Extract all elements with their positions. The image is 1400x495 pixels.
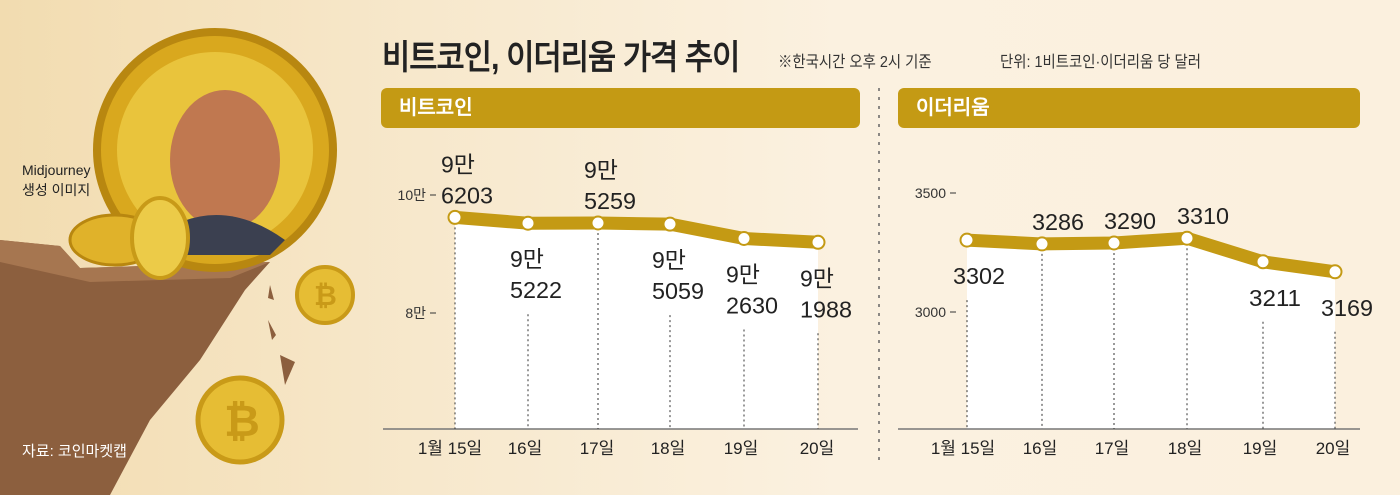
x-tick-label: 16일	[1023, 439, 1058, 458]
image-credit: Midjourney 생성 이미지	[22, 162, 91, 198]
cliff	[0, 240, 270, 495]
svg-text:₿: ₿	[314, 280, 337, 311]
x-tick-label: 20일	[1316, 439, 1351, 458]
series-line	[960, 231, 1342, 279]
data-label: 6203	[441, 182, 493, 208]
data-label: 5259	[584, 188, 636, 214]
x-tick-label: 18일	[1168, 439, 1203, 458]
cliff-top	[0, 240, 270, 282]
data-point	[959, 232, 975, 248]
data-point	[1255, 254, 1271, 270]
data-label: 3211	[1249, 285, 1301, 311]
data-label: 9만	[726, 261, 760, 287]
data-label: 3302	[953, 263, 1005, 289]
x-tick-label: 16일	[508, 439, 543, 458]
time-note: ※한국시간 오후 2시 기준	[778, 54, 932, 71]
x-tick-label: 19일	[724, 439, 759, 458]
data-label: 2630	[726, 292, 778, 318]
data-label: 3310	[1177, 203, 1229, 229]
y-tick-label: 8만	[405, 305, 426, 321]
data-label: 9만	[652, 247, 686, 273]
area-fill	[967, 238, 1335, 429]
data-point	[1106, 235, 1122, 251]
bitcoin-header: 비트코인	[381, 88, 860, 128]
data-point	[1179, 230, 1195, 246]
data-label: 5059	[652, 278, 704, 304]
page-title: 비트코인, 이더리움 가격 추이	[382, 39, 740, 77]
x-tick-label: 20일	[800, 439, 835, 458]
x-tick-label: 19일	[1243, 439, 1278, 458]
data-label: 9만	[584, 157, 618, 183]
data-label: 5222	[510, 277, 562, 303]
data-label: 9만	[510, 246, 544, 272]
x-tick-label: 1월 15일	[931, 439, 995, 458]
x-tick-label: 18일	[651, 439, 686, 458]
data-point	[1034, 236, 1050, 252]
data-point	[1327, 264, 1343, 280]
data-point	[810, 234, 826, 250]
data-label: 9만	[800, 265, 834, 291]
data-point	[447, 209, 463, 225]
ethereum-header: 이더리움	[898, 88, 1360, 128]
series-line	[448, 210, 825, 249]
falling-bitcoin-icon	[195, 375, 285, 465]
x-tick-label: 17일	[580, 439, 615, 458]
data-label: 1988	[800, 296, 852, 322]
data-point	[520, 215, 536, 231]
falling-bitcoin-icon	[295, 265, 355, 325]
x-tick-label: 17일	[1095, 439, 1130, 458]
y-tick-label: 10만	[398, 187, 427, 203]
y-tick-label: 3000	[915, 304, 946, 320]
x-tick-label: 1월 15일	[418, 439, 482, 458]
source: 자료: 코인마켓캡	[22, 443, 127, 460]
area-fill	[455, 217, 818, 429]
data-label: 3290	[1104, 208, 1156, 234]
data-point	[662, 216, 678, 232]
unit-note: 단위: 1비트코인·이더리움 당 달러	[1000, 54, 1202, 71]
data-label: 3169	[1321, 295, 1373, 321]
data-point	[590, 215, 606, 231]
data-label: 3286	[1032, 209, 1084, 235]
data-point	[736, 230, 752, 246]
y-tick-label: 3500	[915, 185, 946, 201]
svg-text:₿: ₿	[224, 397, 260, 446]
data-label: 9만	[441, 151, 475, 177]
portrait	[170, 90, 280, 230]
